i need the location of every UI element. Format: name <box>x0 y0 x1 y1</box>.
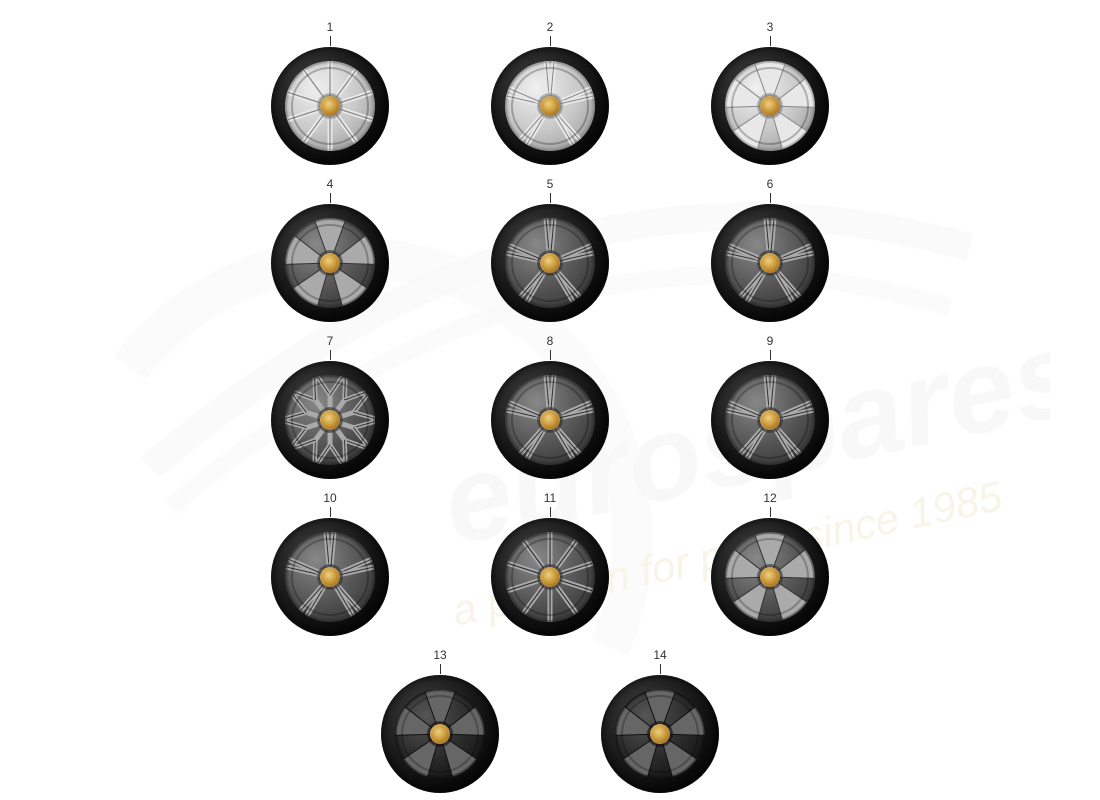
rim <box>725 218 815 308</box>
wheel-label: 11 <box>544 491 556 505</box>
hub-cap <box>760 253 780 273</box>
wheel-label: 9 <box>767 334 774 348</box>
pointer-line <box>330 36 331 46</box>
wheel-label: 14 <box>653 648 666 662</box>
pointer-line <box>770 350 771 360</box>
wheel-row: 13 14 <box>0 648 1100 793</box>
pointer-line <box>550 36 551 46</box>
wheel-graphic <box>271 204 389 322</box>
wheel-item-1: 1 <box>265 20 395 165</box>
wheel-graphic <box>711 204 829 322</box>
wheel-label: 5 <box>547 177 554 191</box>
wheel-graphic <box>711 47 829 165</box>
hub-cap <box>320 253 340 273</box>
wheel-item-12: 12 <box>705 491 835 636</box>
wheel-label: 6 <box>767 177 774 191</box>
wheel-graphic <box>491 47 609 165</box>
pointer-line <box>330 350 331 360</box>
wheel-label: 12 <box>763 491 776 505</box>
wheel-label: 3 <box>767 20 774 34</box>
hub-cap <box>540 253 560 273</box>
wheel-label: 7 <box>327 334 334 348</box>
rim <box>285 375 375 465</box>
rim <box>505 61 595 151</box>
wheel-item-7: 7 <box>265 334 395 479</box>
pointer-line <box>770 193 771 203</box>
wheel-label: 13 <box>433 648 446 662</box>
rim <box>725 532 815 622</box>
wheel-graphic <box>491 204 609 322</box>
pointer-line <box>550 350 551 360</box>
hub-cap <box>650 724 670 744</box>
wheel-graphic <box>491 361 609 479</box>
hub-cap <box>430 724 450 744</box>
wheel-graphic <box>491 518 609 636</box>
wheel-item-14: 14 <box>595 648 725 793</box>
hub-cap <box>540 567 560 587</box>
wheel-item-9: 9 <box>705 334 835 479</box>
pointer-line <box>550 193 551 203</box>
rim <box>505 375 595 465</box>
pointer-line <box>770 36 771 46</box>
wheel-row: 7 8 9 <box>0 334 1100 479</box>
rim <box>395 689 485 779</box>
rim <box>725 61 815 151</box>
wheel-graphic <box>381 675 499 793</box>
wheel-grid: 1234567891011121314 <box>0 0 1100 800</box>
wheel-graphic <box>711 518 829 636</box>
pointer-line <box>770 507 771 517</box>
hub-cap <box>320 96 340 116</box>
rim <box>725 375 815 465</box>
hub-cap <box>760 567 780 587</box>
wheel-item-3: 3 <box>705 20 835 165</box>
wheel-graphic <box>271 361 389 479</box>
wheel-item-4: 4 <box>265 177 395 322</box>
wheel-item-11: 11 <box>485 491 615 636</box>
pointer-line <box>440 664 441 674</box>
hub-cap <box>540 410 560 430</box>
rim <box>285 532 375 622</box>
rim <box>615 689 705 779</box>
wheel-graphic <box>271 518 389 636</box>
pointer-line <box>550 507 551 517</box>
rim <box>505 532 595 622</box>
hub-cap <box>320 410 340 430</box>
hub-cap <box>540 96 560 116</box>
wheel-item-10: 10 <box>265 491 395 636</box>
wheel-graphic <box>601 675 719 793</box>
wheel-row: 10 11 12 <box>0 491 1100 636</box>
hub-cap <box>760 410 780 430</box>
pointer-line <box>660 664 661 674</box>
wheel-item-2: 2 <box>485 20 615 165</box>
wheel-item-5: 5 <box>485 177 615 322</box>
pointer-line <box>330 507 331 517</box>
wheel-label: 10 <box>323 491 336 505</box>
wheel-graphic <box>271 47 389 165</box>
rim <box>285 218 375 308</box>
wheel-label: 2 <box>547 20 554 34</box>
pointer-line <box>330 193 331 203</box>
rim <box>505 218 595 308</box>
wheel-item-8: 8 <box>485 334 615 479</box>
wheel-item-13: 13 <box>375 648 505 793</box>
wheel-label: 8 <box>547 334 554 348</box>
wheel-label: 4 <box>327 177 334 191</box>
rim <box>285 61 375 151</box>
hub-cap <box>320 567 340 587</box>
wheel-row: 4 5 6 <box>0 177 1100 322</box>
hub-cap <box>760 96 780 116</box>
wheel-item-6: 6 <box>705 177 835 322</box>
wheel-label: 1 <box>327 20 334 34</box>
wheel-graphic <box>711 361 829 479</box>
wheel-row: 1 2 3 <box>0 20 1100 165</box>
